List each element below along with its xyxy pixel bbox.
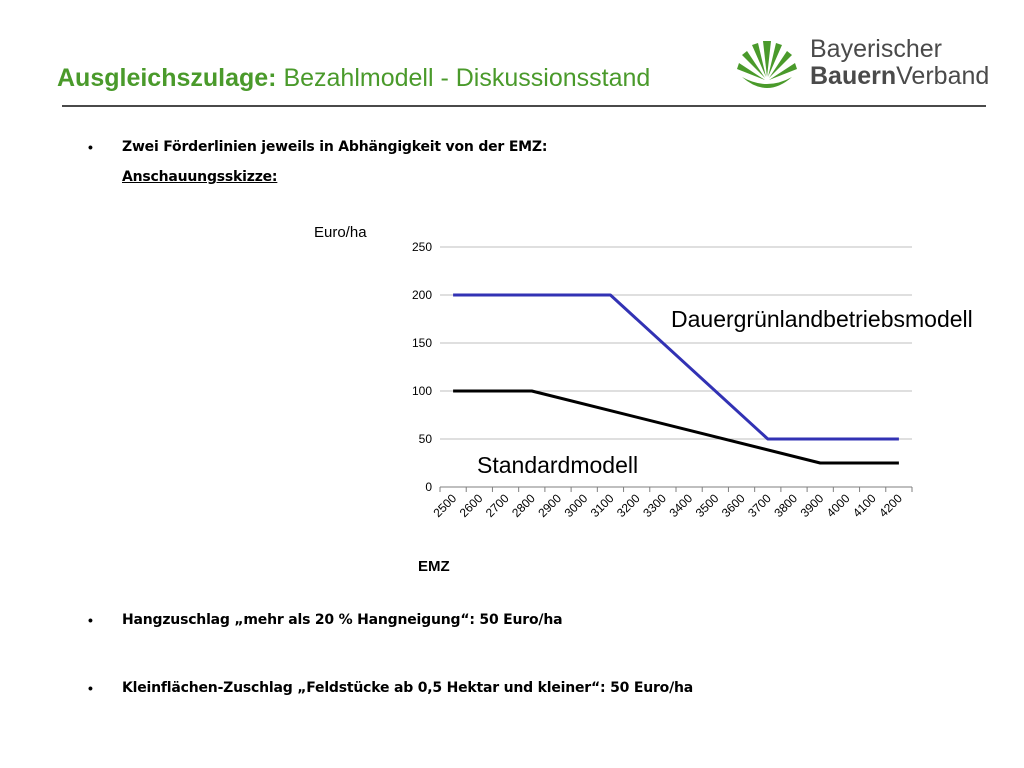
series-label-1: Dauergrünlandbetriebsmodell (671, 306, 973, 332)
x-tick-label: 2700 (483, 491, 512, 520)
y-tick-label: 0 (425, 480, 432, 494)
x-tick-label: 2800 (509, 491, 538, 520)
x-tick-label: 3300 (640, 491, 669, 520)
x-tick-label: 4200 (876, 491, 905, 520)
x-tick-label: 2500 (430, 491, 459, 520)
x-tick-label: 3800 (771, 491, 800, 520)
y-tick-label: 200 (412, 288, 432, 302)
x-tick-label: 3600 (719, 491, 748, 520)
logo-icon (737, 41, 797, 88)
bullet-marker-1: • (88, 139, 93, 155)
series-label-2: Standardmodell (477, 452, 638, 478)
x-tick-label: 3700 (745, 491, 774, 520)
x-tick-label: 3900 (798, 491, 827, 520)
y-tick-label: 50 (419, 432, 433, 446)
logo-line2-rest: Verband (896, 62, 990, 90)
header-divider (62, 105, 986, 107)
bullet-marker-3: • (88, 680, 93, 696)
y-tick-label: 100 (412, 384, 432, 398)
logo-line1: Bayerischer (810, 35, 942, 63)
x-tick-label: 2900 (535, 491, 564, 520)
y-axis-unit-label: Euro/ha (314, 224, 367, 241)
x-tick-label: 3000 (562, 491, 591, 520)
logo-line2: BauernVerband (810, 63, 989, 90)
x-axis-label: EMZ (418, 558, 450, 575)
title-bold: Ausgleichszulage: (57, 64, 277, 92)
x-tick-label: 3400 (666, 491, 695, 520)
x-tick-label: 3100 (588, 491, 617, 520)
bullet-1-subtext: Anschauungsskizze: (122, 169, 278, 185)
x-tick-label: 3500 (693, 491, 722, 520)
y-tick-label: 250 (412, 240, 432, 254)
page-title: Ausgleichszulage: Bezahlmodell - Diskuss… (57, 64, 650, 93)
x-tick-label: 3200 (614, 491, 643, 520)
y-tick-label: 150 (412, 336, 432, 350)
series-line-1 (453, 293, 899, 441)
x-tick-label: 4100 (850, 491, 879, 520)
series-line-2 (453, 389, 899, 465)
title-rest: Bezahlmodell - Diskussionsstand (276, 64, 651, 92)
x-tick-label: 2600 (457, 491, 486, 520)
logo-wordmark: Bayerischer BauernVerband (810, 36, 989, 90)
bullet-1-text: Zwei Förderlinien jeweils in Abhängigkei… (122, 139, 548, 155)
logo-line2-bold: Bauern (810, 62, 897, 90)
bullet-2-text: Hangzuschlag „mehr als 20 % Hangneigung“… (122, 612, 563, 628)
x-tick-label: 4000 (824, 491, 853, 520)
bullet-3-text: Kleinflächen-Zuschlag „Feldstücke ab 0,5… (122, 680, 694, 696)
bullet-marker-2: • (88, 612, 93, 628)
